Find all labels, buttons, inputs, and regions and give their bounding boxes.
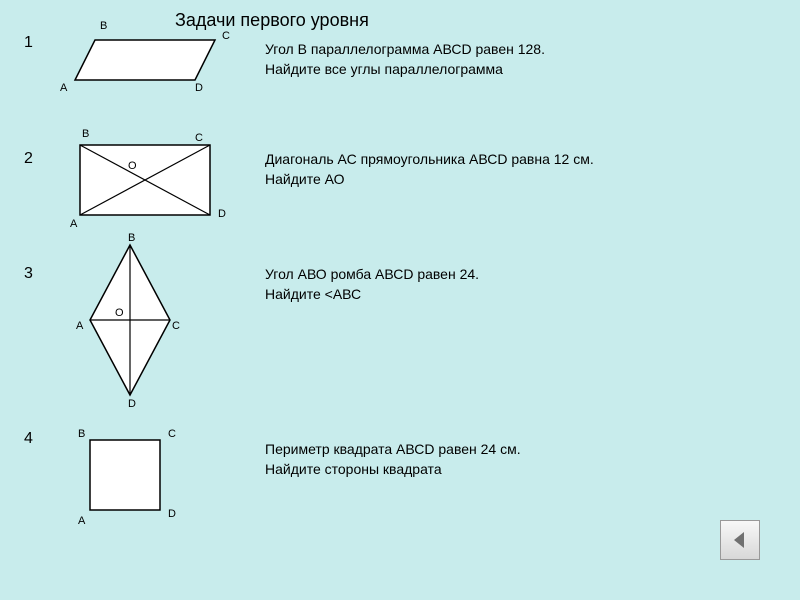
p4-label-B: В [78,428,85,440]
problem-3-number: 3 [24,265,33,283]
p3-label-C: С [172,320,180,332]
p2-label-A: А [70,218,77,230]
p1-label-C: С [222,30,230,42]
p3-label-B: В [128,232,135,244]
p1-label-B: В [100,20,107,32]
problem-2-text: Диагональ АС прямоугольника АВСD равна 1… [265,150,594,189]
p4-label-C: С [168,428,176,440]
problem-1-number: 1 [24,34,33,52]
problem-4-number: 4 [24,430,33,448]
back-button[interactable] [720,520,760,560]
p3-label-A: А [76,320,83,332]
problem-1-text: Угол В параллелограмма АВСD равен 128. Н… [265,40,545,79]
problem-4-text: Периметр квадрата АВСD равен 24 см. Найд… [265,440,521,479]
chevron-left-icon [729,529,751,551]
p4-label-A: А [78,515,85,527]
p3-label-O: О [115,307,124,319]
p2-label-B: В [82,128,89,140]
figure-square [85,435,165,520]
page-title: Задачи первого уровня [175,10,369,31]
p3-label-D: D [128,398,136,410]
p1-label-D: D [195,82,203,94]
p2-label-O: О [128,160,137,172]
p1-label-A: А [60,82,67,94]
figure-rectangle [75,140,215,225]
p2-label-C: С [195,132,203,144]
figure-rhombus [85,240,175,405]
problem-2-number: 2 [24,150,33,168]
p4-label-D: D [168,508,176,520]
problem-3-text: Угол АВО ромба АВСD равен 24. Найдите <А… [265,265,479,304]
p2-label-D: D [218,208,226,220]
